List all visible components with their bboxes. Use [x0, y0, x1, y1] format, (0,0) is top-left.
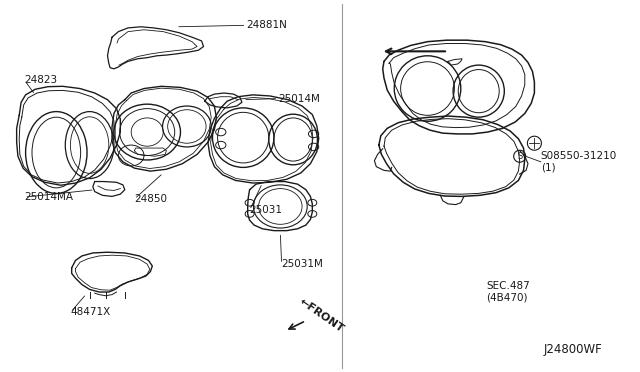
- Text: ←FRONT: ←FRONT: [298, 296, 346, 334]
- Text: S08550-31210
(1): S08550-31210 (1): [541, 151, 617, 173]
- Text: 24823: 24823: [24, 75, 58, 85]
- Text: 25014MA: 25014MA: [24, 192, 74, 202]
- Text: SEC.487
(4B470): SEC.487 (4B470): [486, 281, 530, 303]
- Text: 48471X: 48471X: [70, 308, 111, 317]
- Text: 24850: 24850: [134, 194, 168, 204]
- Text: 25031M: 25031M: [282, 259, 323, 269]
- Text: J24800WF: J24800WF: [544, 343, 603, 356]
- Text: 25014M: 25014M: [278, 94, 320, 103]
- Text: 25031: 25031: [250, 205, 283, 215]
- Text: S: S: [517, 152, 522, 161]
- Text: 24881N: 24881N: [246, 20, 287, 30]
